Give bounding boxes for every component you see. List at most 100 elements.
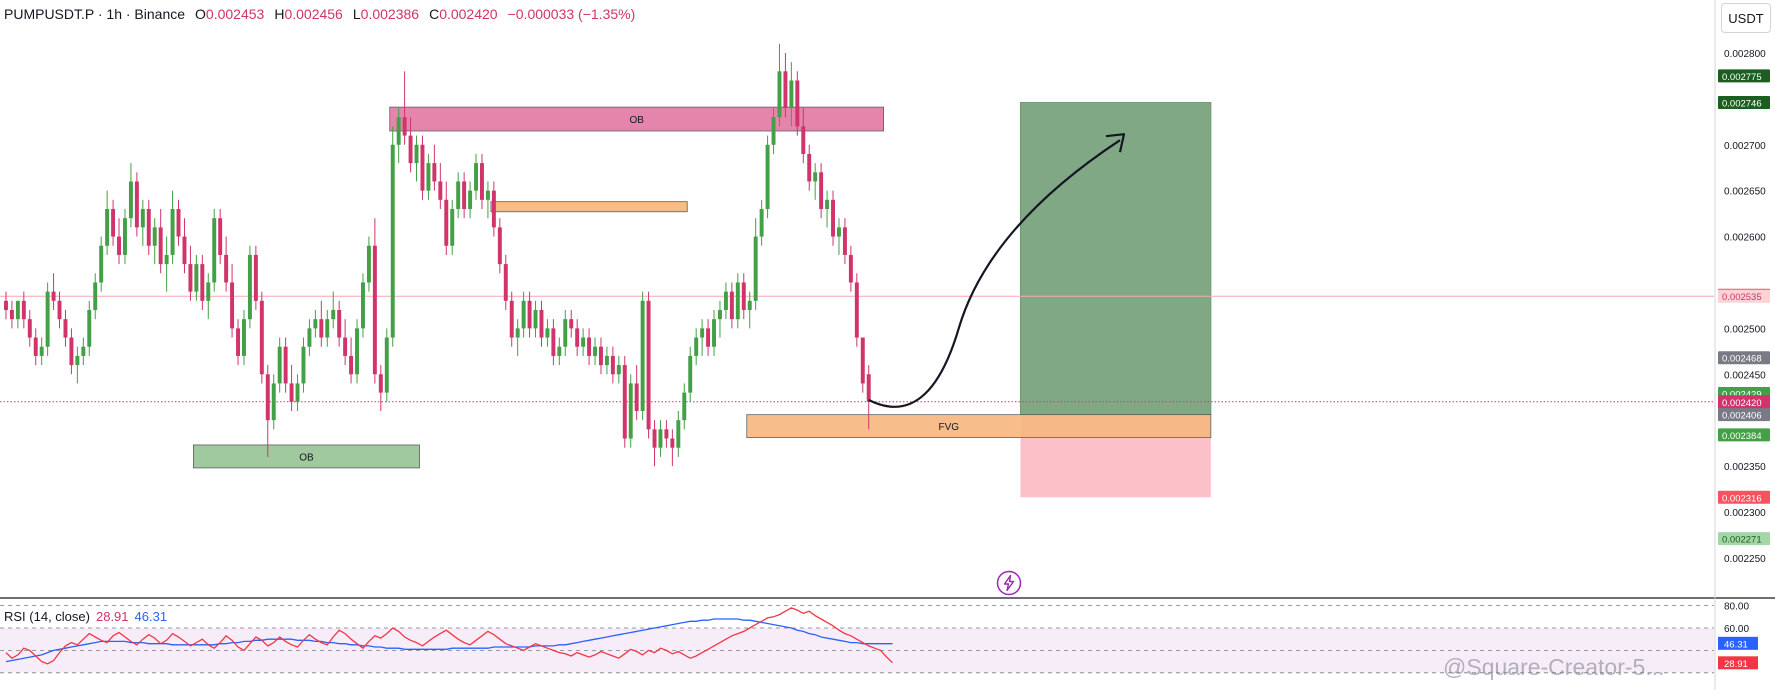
price-tick-label: 0.002350	[1724, 462, 1766, 473]
candle-body	[9, 310, 14, 320]
candle-body	[242, 319, 246, 356]
candle-body	[747, 300, 752, 310]
currency-button[interactable]: USDT	[1721, 3, 1771, 33]
candle-body	[21, 300, 26, 320]
candle-body	[593, 346, 597, 356]
zone-label-2: OB	[299, 452, 314, 463]
candle-body	[236, 328, 240, 356]
candle-body	[646, 300, 651, 430]
candle-body	[230, 282, 235, 329]
candle-body	[283, 346, 288, 384]
candle-body	[587, 337, 592, 356]
candle-body	[688, 355, 693, 393]
candle-body	[81, 346, 86, 356]
candle-body	[634, 383, 639, 411]
rsi-badge-label: 28.91	[1724, 659, 1748, 670]
candle-body	[307, 328, 312, 347]
candle-body	[87, 310, 92, 347]
candle-body	[474, 163, 478, 191]
symbol-ohlc-bar: PUMPUSDT.P · 1h · Binance O0.002453 H0.002…	[4, 6, 635, 22]
candle-body	[253, 254, 258, 301]
candle-body	[212, 218, 217, 283]
candle-body	[277, 346, 282, 384]
rsi-ma-badge-label: 46.31	[1724, 639, 1748, 650]
price-badge-label: 0.002271	[1722, 535, 1762, 546]
price-badge	[1718, 289, 1770, 303]
rsi-legend[interactable]: RSI (14, close) 28.91 46.31	[4, 609, 167, 624]
candle-body	[581, 337, 586, 347]
close-label: C	[429, 6, 440, 22]
rsi-title: RSI (14, close)	[4, 609, 90, 624]
candle-body	[712, 319, 716, 347]
candle-body	[265, 374, 270, 421]
candle-body	[349, 355, 354, 375]
candle-body	[99, 245, 104, 283]
candle-body	[551, 328, 556, 356]
price-tick-label: 0.002500	[1724, 324, 1766, 335]
candle-body	[533, 310, 538, 329]
candle-body	[27, 319, 32, 338]
price-badge-label: 0.002468	[1722, 354, 1762, 365]
candle-body	[700, 328, 705, 338]
candle-body	[628, 383, 633, 439]
candle-body	[218, 218, 223, 255]
candle-body	[753, 236, 758, 301]
candle-body	[795, 80, 800, 127]
candle-body	[729, 291, 734, 320]
candle-body	[622, 365, 627, 439]
candle-body	[158, 227, 163, 265]
candle-body	[432, 163, 437, 182]
candle-body	[664, 429, 669, 439]
candle-body	[366, 245, 371, 283]
price-badge	[1718, 428, 1770, 442]
rsi-ma-badge	[1718, 636, 1758, 650]
rsi-ma-line	[5, 618, 893, 663]
candle-body	[396, 117, 401, 145]
candle-body	[259, 300, 264, 375]
rsi-tick-label: 80.00	[1724, 602, 1749, 613]
candle-body	[652, 429, 657, 448]
candle-body	[301, 346, 306, 384]
candle-body	[390, 144, 395, 338]
low-value: 0.002386	[360, 6, 420, 22]
candle-body	[176, 209, 181, 237]
lightning-circle-icon[interactable]	[996, 570, 1022, 596]
price-badge-label: 0.002420	[1722, 398, 1762, 409]
candle-body	[170, 209, 175, 255]
candle-body	[527, 300, 532, 329]
candle-body	[426, 163, 431, 191]
candle-body	[848, 254, 853, 283]
candle-body	[134, 181, 139, 228]
zone-label-3: FVG	[939, 422, 960, 433]
candle-body	[860, 337, 865, 384]
candle-body	[640, 300, 645, 411]
price-badge-label: 0.002746	[1722, 99, 1762, 110]
candle-body	[539, 310, 544, 338]
candle-body	[789, 80, 794, 109]
high-value: 0.002456	[284, 6, 343, 22]
candle-body	[569, 319, 574, 329]
candle-body	[813, 172, 818, 182]
candle-body	[658, 429, 663, 448]
candle-body	[604, 355, 609, 366]
candle-body	[39, 346, 44, 356]
rsi-value: 28.91	[95, 609, 129, 624]
candle-body	[468, 190, 473, 210]
close-value: 0.002420	[439, 6, 498, 22]
candle-body	[807, 153, 812, 182]
candle-body	[337, 310, 342, 338]
candle-body	[735, 282, 740, 320]
candle-body	[414, 144, 419, 164]
candle-body	[819, 172, 824, 210]
candle-body	[610, 355, 615, 375]
symbol-label[interactable]: PUMPUSDT.P · 1h · Binance	[4, 6, 186, 22]
candle-body	[837, 227, 841, 237]
candle-body	[378, 374, 383, 393]
candle-body	[777, 71, 782, 118]
candle-body	[408, 135, 413, 164]
candle-body	[444, 199, 449, 246]
candle-body	[51, 291, 56, 301]
candle-body	[854, 282, 859, 338]
